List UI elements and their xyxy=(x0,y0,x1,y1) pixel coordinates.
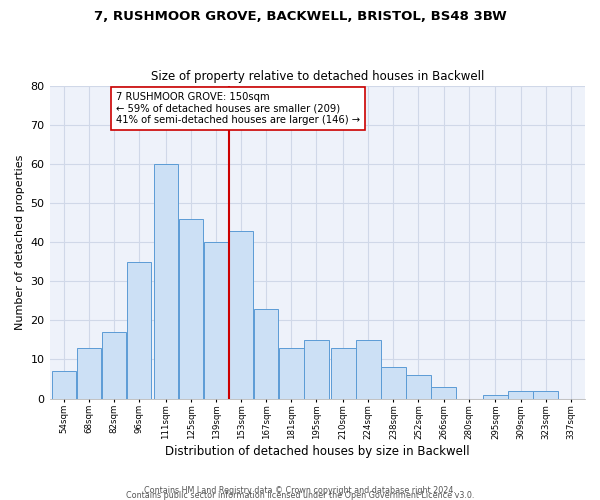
Bar xyxy=(356,340,380,398)
Bar xyxy=(508,390,533,398)
Title: Size of property relative to detached houses in Backwell: Size of property relative to detached ho… xyxy=(151,70,484,84)
Bar xyxy=(77,348,101,399)
Bar xyxy=(331,348,356,399)
Bar xyxy=(204,242,229,398)
Bar xyxy=(52,371,76,398)
X-axis label: Distribution of detached houses by size in Backwell: Distribution of detached houses by size … xyxy=(165,444,470,458)
Bar xyxy=(431,387,456,398)
Bar xyxy=(533,390,558,398)
Text: Contains HM Land Registry data © Crown copyright and database right 2024.: Contains HM Land Registry data © Crown c… xyxy=(144,486,456,495)
Bar xyxy=(179,219,203,398)
Bar xyxy=(102,332,126,398)
Bar xyxy=(381,368,406,398)
Y-axis label: Number of detached properties: Number of detached properties xyxy=(15,154,25,330)
Bar xyxy=(254,308,278,398)
Text: 7 RUSHMOOR GROVE: 150sqm
← 59% of detached houses are smaller (209)
41% of semi-: 7 RUSHMOOR GROVE: 150sqm ← 59% of detach… xyxy=(116,92,360,125)
Bar xyxy=(279,348,304,399)
Text: 7, RUSHMOOR GROVE, BACKWELL, BRISTOL, BS48 3BW: 7, RUSHMOOR GROVE, BACKWELL, BRISTOL, BS… xyxy=(94,10,506,23)
Bar xyxy=(229,230,253,398)
Bar xyxy=(127,262,151,398)
Bar xyxy=(406,375,431,398)
Bar xyxy=(154,164,178,398)
Bar xyxy=(483,394,508,398)
Text: Contains public sector information licensed under the Open Government Licence v3: Contains public sector information licen… xyxy=(126,491,474,500)
Bar xyxy=(304,340,329,398)
